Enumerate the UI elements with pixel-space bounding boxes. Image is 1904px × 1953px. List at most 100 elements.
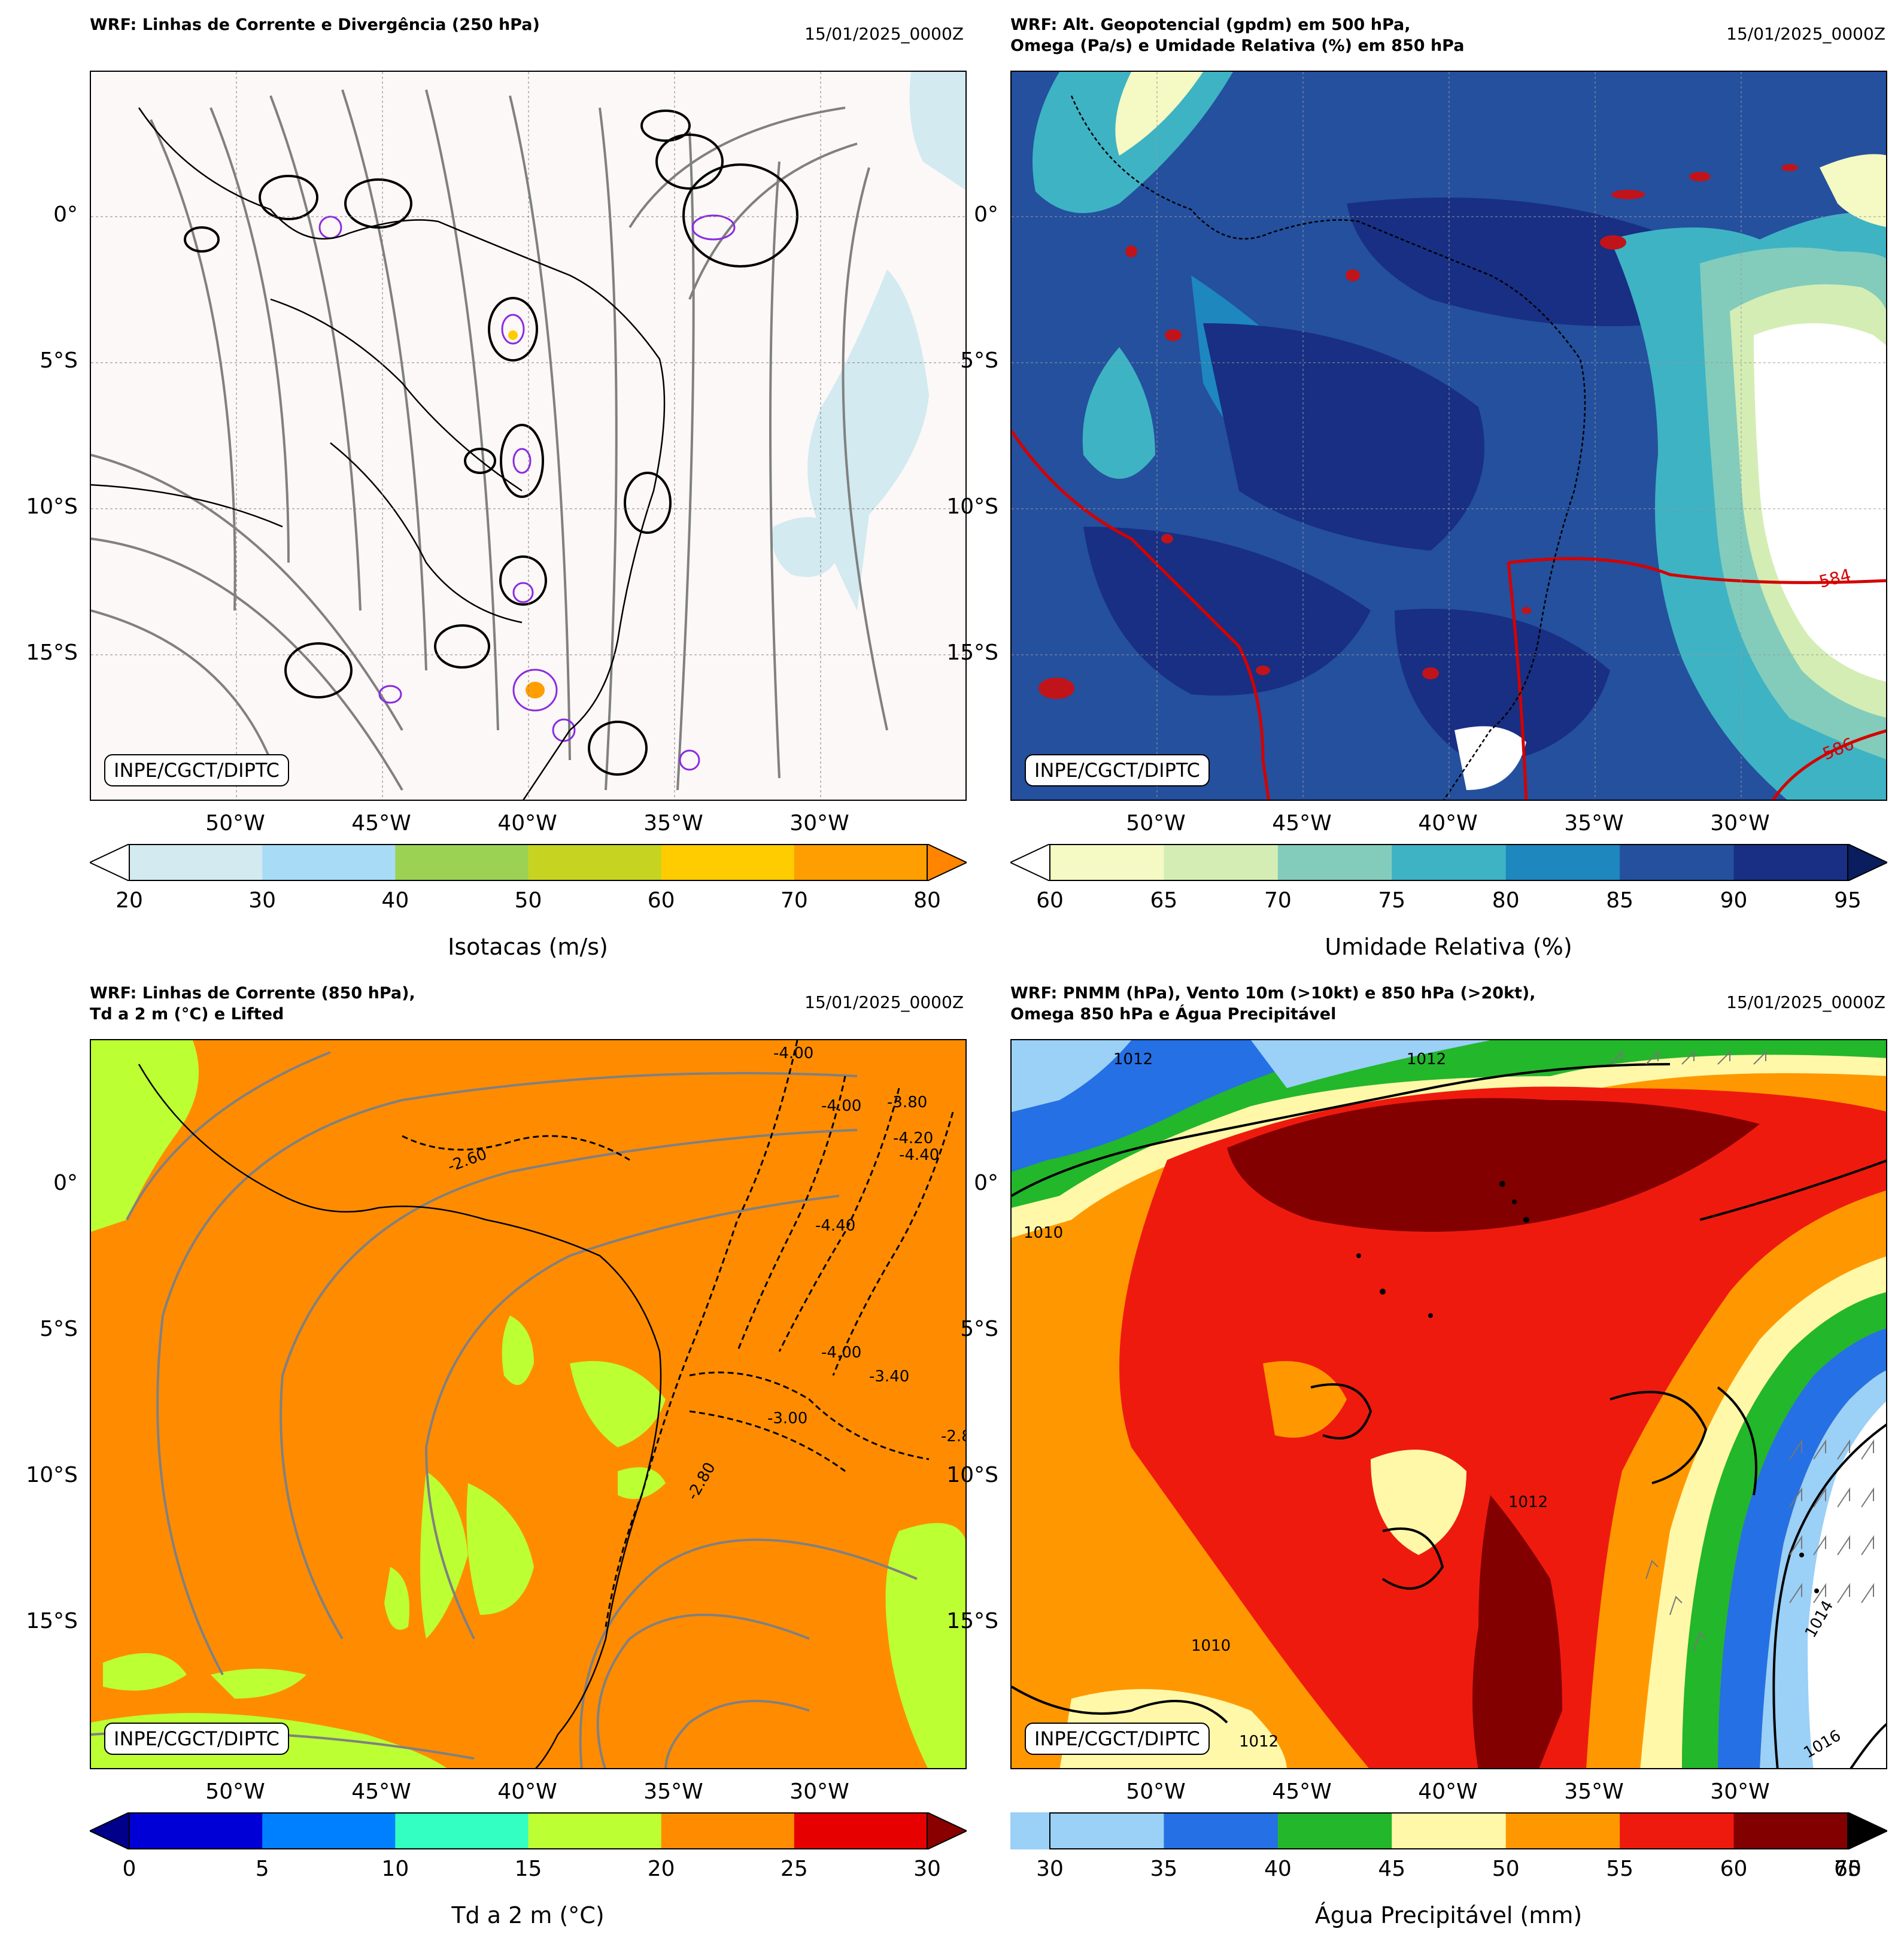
colorbar-under-arrow (1009, 843, 1050, 882)
colorbar-swatch (1392, 1812, 1507, 1849)
contour-label: -4.00 (821, 1344, 861, 1362)
colorbar-swatch (528, 844, 662, 881)
lon-label: 35°W (1564, 811, 1624, 836)
lat-label: 0° (974, 1171, 998, 1195)
lon-label: 45°W (351, 811, 411, 836)
colorbar-label: Umidade Relativa (%) (1325, 934, 1572, 960)
lon-label: 45°W (1272, 1779, 1332, 1804)
lon-label: 30°W (789, 1779, 849, 1804)
lat-label: 15°S (26, 1609, 78, 1633)
lon-label: 35°W (643, 1779, 703, 1804)
contour-label: 1012 (1508, 1493, 1548, 1511)
colorbar (1009, 843, 1889, 882)
map-area[interactable]: INPE/CGCT/DIPTC (90, 71, 967, 801)
colorbar-swatch (1050, 844, 1164, 881)
contour-label: 1010 (1191, 1637, 1231, 1655)
panel-title: WRF: Linhas de Corrente (850 hPa), Td a … (90, 984, 415, 1023)
lat-label: 5°S (960, 348, 998, 373)
colorbar-tick-label: 40 (1264, 1857, 1292, 1881)
lon-label: 45°W (351, 1779, 411, 1804)
colorbar-over-arrow (1847, 843, 1889, 882)
colorbar-tick-label: 70 (1264, 888, 1292, 913)
colorbar-tick-label: 30 (913, 1857, 941, 1881)
colorbar-swatch (395, 844, 529, 881)
colorbar-frame (129, 844, 928, 881)
lon-label: 35°W (643, 811, 703, 836)
contour-label: -4.40 (815, 1217, 855, 1235)
colorbar-tick-label: 5 (255, 1857, 269, 1881)
colorbar-tick-label: 45 (1378, 1857, 1406, 1881)
colorbar-tick-label: 60 (1036, 888, 1064, 913)
contour-label: 1012 (1113, 1050, 1153, 1068)
panel-title: WRF: Alt. Geopotencial (gpdm) em 500 hPa… (1010, 16, 1465, 55)
lat-label: 10°S (26, 1463, 78, 1487)
colorbar-swatch (1164, 1812, 1279, 1849)
lat-label: 10°S (26, 494, 78, 519)
colorbar-tick-label: 25 (780, 1857, 808, 1881)
map-graphics: -4.00 -4.00 -3.80 -4.20 -4.40 -4.40 -4.0… (91, 1040, 965, 1768)
colorbar-tick-label: 70 (1834, 1857, 1862, 1881)
colorbar-swatch (129, 1812, 263, 1849)
lat-label: 10°S (946, 494, 998, 519)
map-graphics: 1012 1012 1010 1012 1010 1014 1016 1012 (1012, 1040, 1886, 1768)
colorbar-tick-label: 55 (1606, 1857, 1634, 1881)
colorbar-over-arrow (1847, 1811, 1889, 1851)
colorbar-swatch (262, 1812, 396, 1849)
colorbar-tick-label: 95 (1834, 888, 1862, 913)
lat-label: 0° (974, 202, 998, 227)
panel-date: 15/01/2025_0000Z (804, 24, 964, 44)
lat-label: 15°S (946, 640, 998, 665)
colorbar-swatch (1505, 844, 1620, 881)
lat-label: 5°S (40, 1317, 78, 1341)
colorbar-tick-label: 20 (116, 888, 143, 913)
colorbar-tick-label: 40 (381, 888, 409, 913)
colorbar-label: Td a 2 m (°C) (451, 1902, 605, 1928)
colorbar-swatch (1277, 1812, 1392, 1849)
colorbar-swatch (794, 1812, 928, 1849)
lon-label: 35°W (1564, 1779, 1624, 1804)
colorbar (88, 843, 968, 882)
lon-label: 30°W (1710, 1779, 1770, 1804)
lat-label: 5°S (40, 348, 78, 373)
contour-label: -4.40 (899, 1146, 939, 1164)
lon-label: 50°W (205, 811, 265, 836)
colorbar (88, 1811, 968, 1851)
credit-box: INPE/CGCT/DIPTC (104, 1723, 289, 1755)
map-area[interactable]: 584 586 INPE/CGCT/DIPTC (1010, 71, 1887, 801)
colorbar-over-arrow (927, 1811, 968, 1851)
colorbar-swatch (1392, 844, 1507, 881)
map-area[interactable]: 1012 1012 1010 1012 1010 1014 1016 1012 … (1010, 1039, 1887, 1769)
contour-label: -3.00 (767, 1410, 807, 1427)
colorbar-tick-label: 60 (647, 888, 675, 913)
panel-date: 15/01/2025_0000Z (1726, 24, 1885, 44)
colorbar-tick-label: 15 (514, 1857, 542, 1881)
colorbar-swatch (528, 1812, 662, 1849)
colorbar-tick-label: 10 (381, 1857, 409, 1881)
contour-label: -4.20 (893, 1129, 933, 1147)
contour-label: -4.00 (821, 1097, 861, 1115)
panel-date: 15/01/2025_0000Z (1726, 992, 1885, 1012)
colorbar-graphic (1009, 843, 1889, 882)
colorbar-graphic (88, 1811, 968, 1851)
colorbar-graphic (88, 843, 968, 882)
colorbar-tick-label: 60 (1720, 1857, 1748, 1881)
map-area[interactable]: -4.00 -4.00 -3.80 -4.20 -4.40 -4.40 -4.0… (90, 1039, 967, 1769)
colorbar-swatch (1164, 844, 1279, 881)
colorbar-under-arrow (88, 843, 130, 882)
colorbar-tick-label: 30 (248, 888, 277, 913)
credit-box: INPE/CGCT/DIPTC (104, 754, 289, 786)
colorbar-tick-label: 35 (1150, 1857, 1178, 1881)
lat-label: 5°S (960, 1317, 998, 1341)
colorbar-swatch (262, 844, 396, 881)
colorbar-frame (1049, 844, 1848, 881)
map-graphics: 584 586 (1012, 72, 1886, 800)
colorbar-swatch (1733, 844, 1848, 881)
lon-label: 40°W (1418, 811, 1478, 836)
colorbar-tick-label: 65 (1834, 1857, 1862, 1881)
lon-label: 45°W (1272, 811, 1332, 836)
colorbar-tick-label: 90 (1720, 888, 1748, 913)
panel-title: WRF: PNMM (hPa), Vento 10m (>10kt) e 850… (1010, 984, 1536, 1023)
lon-label: 30°W (789, 811, 849, 836)
colorbar-under-arrow (88, 1811, 130, 1851)
colorbar-over-arrow (927, 843, 968, 882)
